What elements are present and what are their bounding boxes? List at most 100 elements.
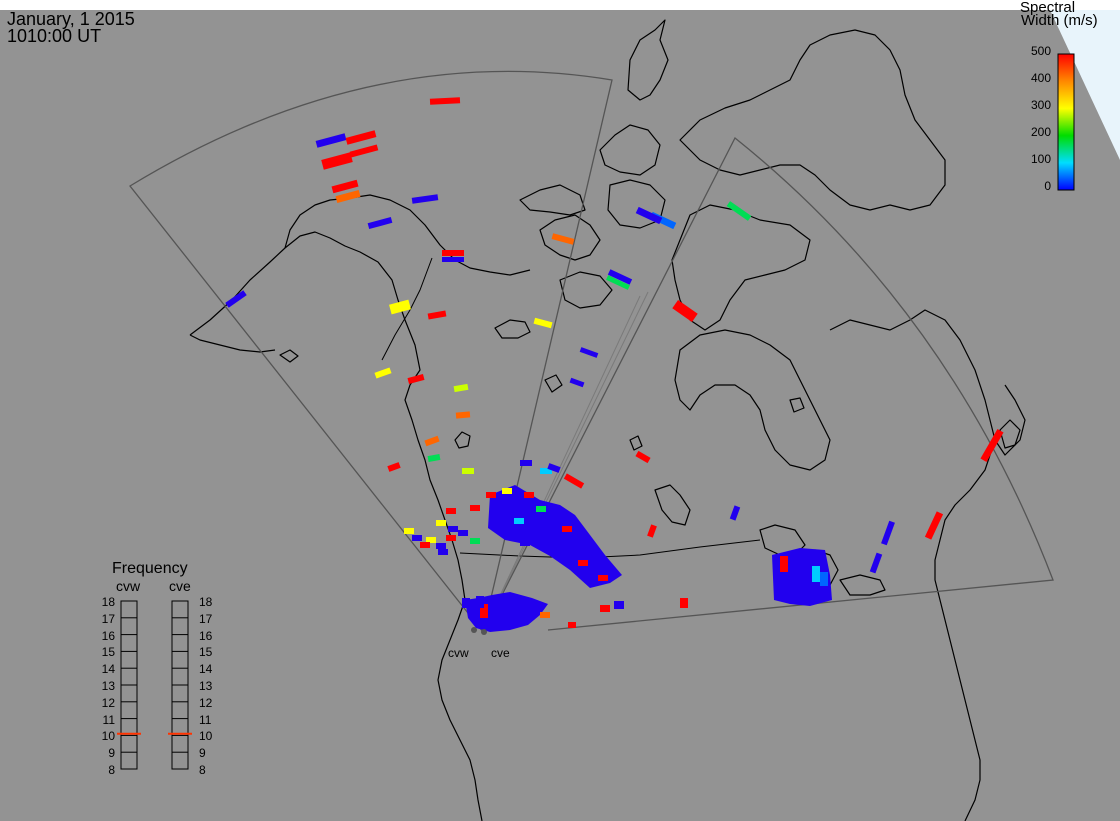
echo-cell xyxy=(820,572,828,586)
echo-cell xyxy=(980,429,1004,462)
echo-cell xyxy=(367,216,393,230)
echo-cell xyxy=(490,600,498,612)
echo-cell xyxy=(568,622,576,628)
freq-tick-16-right: 16 xyxy=(199,628,213,643)
scatter-region-near xyxy=(465,592,548,632)
beam-layer xyxy=(482,291,649,633)
coastline-island-1 xyxy=(454,431,471,449)
site-cve-marker xyxy=(481,629,487,635)
fov-cvw-outline xyxy=(129,70,613,633)
coastline-island-5 xyxy=(789,397,805,413)
echo-cell xyxy=(924,511,944,540)
echo-cell xyxy=(427,454,441,462)
echo-cell xyxy=(442,257,464,262)
echo-cell xyxy=(455,411,471,419)
freq-tick-8-right: 8 xyxy=(199,763,206,777)
echo-cell xyxy=(635,206,663,225)
polar-corner-shading xyxy=(1050,10,1120,160)
echo-cell xyxy=(520,460,532,466)
colorbar-title-line1: Spectral xyxy=(1020,0,1076,16)
echo-cell xyxy=(598,575,608,581)
echo-cell xyxy=(563,473,585,489)
echo-cell xyxy=(680,598,688,608)
freq-tick-17-right: 17 xyxy=(199,611,213,626)
echo-cell xyxy=(812,566,820,582)
coastline-arctic-6 xyxy=(559,271,613,309)
echo-cell xyxy=(547,463,561,473)
echo-cell xyxy=(427,310,447,320)
echo-cell xyxy=(436,543,446,549)
radar-echo-layer xyxy=(225,97,1004,628)
echo-cell xyxy=(796,560,804,574)
echo-cell xyxy=(424,435,440,447)
echo-cell xyxy=(331,179,359,194)
freq-tick-17-left: 17 xyxy=(101,611,115,626)
echo-cell xyxy=(548,512,558,518)
echo-cell xyxy=(486,492,496,498)
echo-cell xyxy=(502,488,512,494)
echo-cell xyxy=(869,552,883,574)
echo-cell xyxy=(470,538,480,544)
colorbar-tick-0: 0 xyxy=(1044,179,1051,193)
echo-cell xyxy=(614,601,624,609)
echo-cell xyxy=(470,505,480,511)
echo-cell xyxy=(569,377,585,388)
echo-cell xyxy=(349,144,379,158)
coastline-greenland xyxy=(679,29,946,211)
echo-cell xyxy=(442,250,464,256)
echo-cell xyxy=(536,506,546,512)
echo-cell xyxy=(426,537,436,543)
freq-grid xyxy=(121,617,188,770)
colorbar-tick-200: 200 xyxy=(1030,125,1051,139)
echo-cell xyxy=(480,604,488,618)
echo-cell xyxy=(387,462,401,472)
site-cvw-marker xyxy=(471,627,477,633)
freq-tick-11-right: 11 xyxy=(199,712,212,727)
freq-tick-13-right: 13 xyxy=(199,679,213,693)
echo-cell xyxy=(579,347,599,358)
us-canada-border xyxy=(459,539,761,559)
freq-tick-10-left: 10 xyxy=(101,729,115,744)
echo-cell xyxy=(600,605,610,612)
coastline-alaska-peninsula xyxy=(189,334,276,353)
echo-cell xyxy=(335,190,361,203)
coastline-layer xyxy=(189,19,1026,821)
echo-cell xyxy=(520,540,530,546)
echo-cell xyxy=(578,560,588,566)
echo-cell xyxy=(562,526,572,532)
echo-cell xyxy=(411,194,439,204)
coastline-arctic-1 xyxy=(539,214,601,261)
site-label-cve: cve xyxy=(491,646,510,660)
echo-cell xyxy=(438,549,448,555)
echo-cell xyxy=(407,374,425,384)
echo-cell xyxy=(672,300,698,322)
colorbar-tick-400: 400 xyxy=(1030,71,1051,85)
echo-cell xyxy=(315,133,347,148)
site-label-cvw: cvw xyxy=(448,646,469,660)
echo-cell xyxy=(389,299,411,315)
echo-cell xyxy=(321,152,353,170)
colorbar-title-line2: Width (m/s) xyxy=(1021,12,1098,29)
echo-cell xyxy=(429,97,461,105)
echo-cell xyxy=(436,520,446,526)
fov-cve-outline xyxy=(482,136,1054,633)
freq-tick-9-right: 9 xyxy=(199,746,206,761)
alaska-canada-border xyxy=(381,257,433,361)
colorbar-tick-100: 100 xyxy=(1030,152,1051,166)
frequency-title: Frequency xyxy=(112,560,188,577)
frequency-panel-bars xyxy=(120,600,189,770)
echo-cell xyxy=(476,596,484,608)
time-label: 1010:00 UT xyxy=(7,26,102,46)
freq-tick-9-left: 9 xyxy=(108,746,115,761)
coastline-arctic-2 xyxy=(519,184,586,216)
echo-cell xyxy=(446,508,456,514)
coastline-island-3 xyxy=(654,484,691,526)
freq-tick-14-left: 14 xyxy=(101,662,115,677)
coastline-baffin xyxy=(671,204,811,331)
echo-cell xyxy=(647,524,657,538)
coastline-arctic-5 xyxy=(627,19,669,101)
frequency-label-cvw: cvw xyxy=(116,578,141,594)
echo-cell xyxy=(881,520,895,546)
